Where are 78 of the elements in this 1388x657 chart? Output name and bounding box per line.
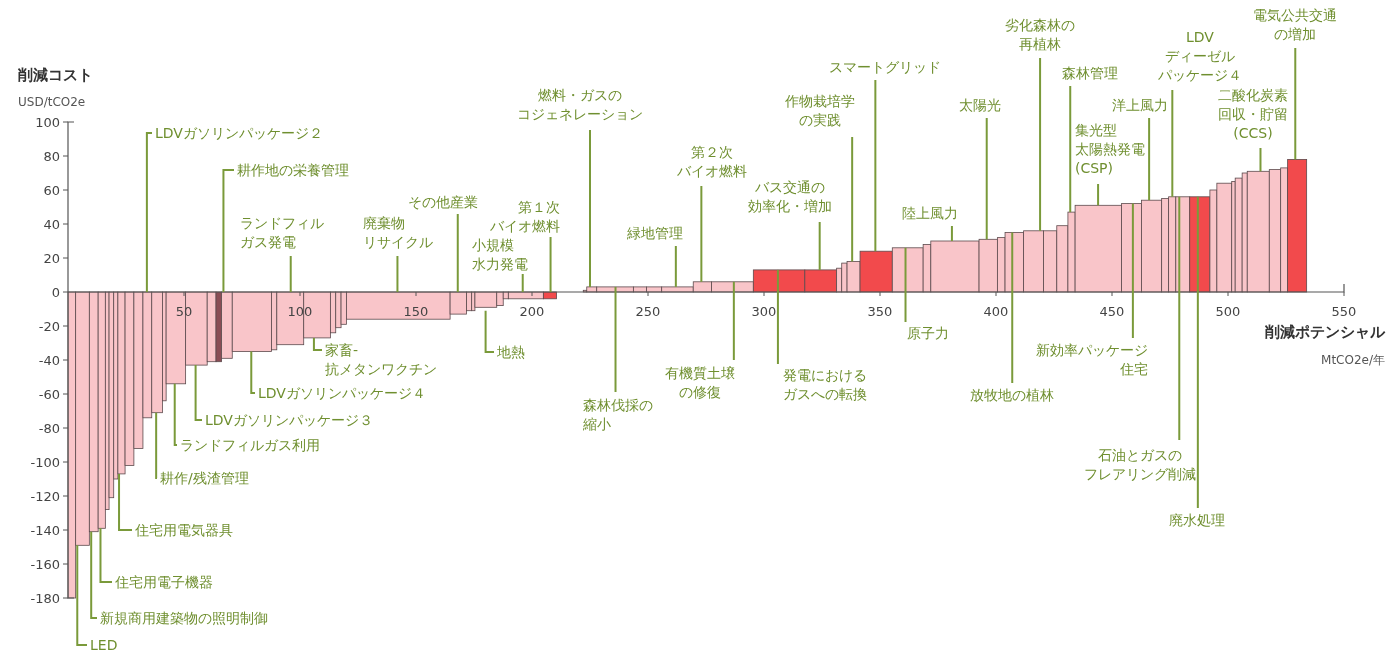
annotation: 新規商用建築物の照明制御 bbox=[100, 610, 268, 626]
annotation: バス交通の効率化・増加 bbox=[748, 179, 832, 271]
annotation: 有機質土壌の修復 bbox=[665, 280, 735, 400]
annotation: 地熱 bbox=[496, 344, 525, 360]
y-tick-label: 100 bbox=[35, 115, 60, 130]
annotation: 新効率パッケージ住宅 bbox=[1036, 342, 1148, 377]
annotation: 集光型太陽熱発電(CSP) bbox=[1075, 122, 1145, 207]
annotation: 住宅用電気器具 bbox=[134, 522, 233, 538]
annotation: LDVディーゼルパッケージ４ bbox=[1157, 29, 1242, 83]
annotation: 燃料・ガスのコジェネレーション bbox=[517, 87, 643, 122]
annotation: 住宅用電子機器 bbox=[114, 574, 213, 590]
annotation: 太陽光 bbox=[959, 97, 1001, 241]
y-tick-label: -40 bbox=[38, 353, 60, 368]
annotation: MtCO2e/年 bbox=[1321, 353, 1385, 367]
annotation: 小規模水力発電 bbox=[472, 237, 528, 272]
x-tick-label: 250 bbox=[635, 304, 661, 319]
annotation: 洋上風力 bbox=[1112, 97, 1168, 113]
annotation: 第２次バイオ燃料 bbox=[676, 144, 747, 179]
annotation: その他産業 bbox=[408, 194, 478, 210]
annotation: LDVガソリンパッケージ３ bbox=[205, 412, 373, 428]
y-tick-label: 40 bbox=[43, 217, 60, 232]
annotation: 電気公共交通の増加 bbox=[1253, 7, 1337, 42]
y-tick-label: -160 bbox=[30, 557, 60, 572]
y-tick-label: -140 bbox=[30, 523, 60, 538]
annotation: 廃水処理 bbox=[1169, 512, 1225, 528]
y-tick-label: -20 bbox=[38, 319, 60, 334]
annotation: ランドフィルガス発電 bbox=[240, 215, 324, 250]
annotation: 家畜-抗メタンワクチン bbox=[325, 342, 437, 377]
annotation: 第１次バイオ燃料 bbox=[489, 199, 560, 234]
annotation: 小規模水力発電 bbox=[472, 237, 528, 293]
annotation: バス交通の効率化・増加 bbox=[748, 179, 832, 214]
y-axis-title: 削減コスト bbox=[17, 66, 93, 84]
y-tick-label: 0 bbox=[51, 285, 60, 300]
annotation: USD/tCO2e bbox=[18, 95, 86, 109]
annotation: 発電におけるガスへの転換 bbox=[783, 367, 867, 402]
annotation: 家畜-抗メタンワクチン bbox=[312, 336, 437, 377]
y-tick-label: 20 bbox=[43, 251, 60, 266]
annotation: 陸上風力 bbox=[902, 205, 958, 221]
annotation: 有機質土壌の修復 bbox=[665, 365, 735, 400]
y-tick-label: -180 bbox=[30, 591, 60, 606]
annotation: ランドフィルガス発電 bbox=[240, 215, 324, 293]
annotation: LDVガソリンパッケージ４ bbox=[258, 385, 426, 401]
y-tick-label: -80 bbox=[38, 421, 60, 436]
annotation: 石油とガスのフレアリング削減 bbox=[1084, 447, 1196, 482]
annotation: LDVガソリンパッケージ２ bbox=[155, 125, 323, 141]
y-tick-label: 60 bbox=[43, 183, 60, 198]
annotation: 耕作地の栄養管理 bbox=[237, 162, 349, 178]
x-tick-label: 350 bbox=[867, 304, 893, 319]
annotation: 二酸化炭素回収・貯留(CCS) bbox=[1218, 87, 1288, 141]
annotation: スマートグリッド bbox=[829, 59, 941, 75]
y-tick-label: -100 bbox=[30, 455, 60, 470]
x-tick-label: 300 bbox=[751, 304, 777, 319]
annotation: 原子力 bbox=[904, 246, 949, 341]
annotation: 太陽光 bbox=[959, 97, 1001, 113]
annotation: ランドフィルガス利用 bbox=[180, 437, 320, 453]
annotation: 二酸化炭素回収・貯留(CCS) bbox=[1218, 87, 1288, 173]
annotation: 原子力 bbox=[907, 325, 949, 341]
annotation: 集光型太陽熱発電(CSP) bbox=[1075, 122, 1145, 176]
annotation: 森林伐採の縮小 bbox=[582, 397, 653, 432]
annotation: 廃棄物リサイクル bbox=[363, 215, 433, 293]
annotation: 劣化森林の再植林 bbox=[1005, 17, 1075, 52]
annotation: 発電におけるガスへの転換 bbox=[776, 268, 867, 402]
annotation: 森林管理 bbox=[1062, 65, 1118, 81]
x-axis-title: 削減ポテンシャル bbox=[1264, 323, 1386, 341]
annotation: 耕作/残渣管理 bbox=[160, 470, 249, 486]
annotation: 廃棄物リサイクル bbox=[363, 215, 433, 250]
x-tick-label: 400 bbox=[983, 304, 1009, 319]
x-tick-label: 150 bbox=[403, 304, 429, 319]
annotation: 作物栽培学の実践 bbox=[784, 93, 855, 128]
x-tick-label: 500 bbox=[1215, 304, 1241, 319]
y-tick-label: -120 bbox=[30, 489, 60, 504]
annotation: 放牧地の植林 bbox=[970, 387, 1054, 403]
annotation: LED bbox=[90, 637, 118, 653]
y-tick-label: -60 bbox=[38, 387, 60, 402]
annotation: 陸上風力 bbox=[902, 205, 958, 242]
x-tick-label: 550 bbox=[1331, 304, 1357, 319]
x-tick-label: 450 bbox=[1099, 304, 1125, 319]
y-tick-label: 80 bbox=[43, 149, 60, 164]
